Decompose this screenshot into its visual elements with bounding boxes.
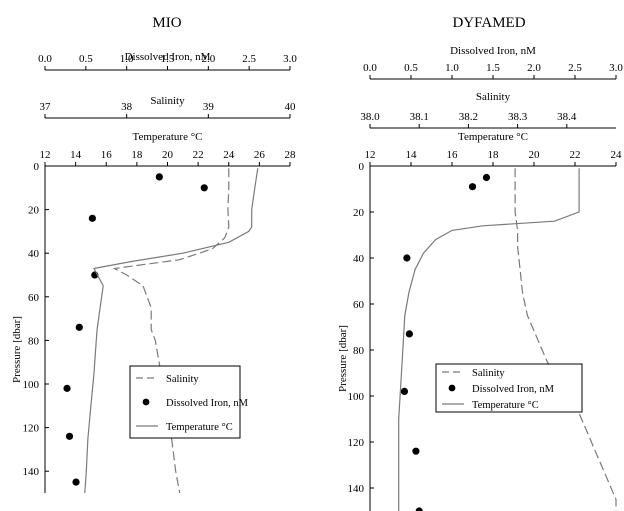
temperature-profile-line — [84, 168, 259, 494]
temperature-tick-label: 26 — [254, 149, 266, 161]
pressure-tick-label: 80 — [28, 335, 40, 347]
iron-data-point — [412, 447, 420, 455]
iron-data-point — [65, 432, 74, 440]
temperature-axis-label: Temperature °C — [133, 131, 203, 143]
temperature-tick-label: 18 — [131, 149, 143, 161]
salinity-profile-line — [514, 168, 617, 511]
iron-data-point — [155, 173, 163, 181]
pressure-tick-label: 60 — [28, 292, 40, 304]
pressure-tick-label: 40 — [353, 253, 365, 265]
chart-title: MIO — [152, 15, 181, 31]
iron-axis-label: Dissolved Iron, nM — [125, 51, 211, 63]
temperature-axis-label: Temperature °C — [458, 131, 528, 143]
temperature-tick-label: 22 — [570, 149, 581, 161]
salinity-tick-label: 38 — [121, 101, 133, 113]
pressure-tick-label: 80 — [353, 345, 365, 357]
iron-axis-label: Dissolved Iron, nM — [450, 45, 536, 57]
salinity-tick-label: 38.1 — [410, 111, 429, 123]
temperature-profile-line — [398, 168, 580, 511]
salinity-tick-label: 40 — [285, 101, 297, 113]
temperature-tick-label: 12 — [40, 149, 51, 161]
iron-data-point — [482, 173, 491, 182]
temperature-tick-label: 24 — [223, 149, 235, 161]
iron-data-point — [200, 184, 208, 192]
temperature-tick-label: 16 — [447, 149, 459, 161]
pressure-axis-label: Pressure [dbar] — [337, 325, 349, 392]
iron-tick-label: 1.0 — [445, 62, 459, 74]
chart-title: DYFAMED — [452, 15, 525, 31]
pressure-tick-label: 20 — [28, 205, 40, 217]
temperature-tick-label: 20 — [529, 149, 541, 161]
pressure-tick-label: 100 — [23, 379, 40, 391]
legend-label: Temperature °C — [166, 422, 233, 433]
legend-marker-iron — [142, 398, 150, 406]
pressure-tick-label: 0 — [359, 161, 365, 173]
temperature-tick-label: 24 — [611, 149, 623, 161]
temperature-tick-label: 14 — [70, 149, 82, 161]
iron-tick-label: 2.0 — [527, 62, 541, 74]
iron-data-point — [400, 387, 409, 395]
legend-label: Salinity — [166, 374, 199, 385]
iron-tick-label: 3.0 — [283, 53, 297, 65]
iron-tick-label: 3.0 — [609, 62, 623, 74]
iron-data-point — [88, 214, 96, 222]
iron-tick-label: 1.0 — [120, 53, 134, 65]
temperature-tick-label: 18 — [488, 149, 500, 161]
legend-label: Temperature °C — [472, 400, 539, 411]
iron-data-point — [403, 254, 411, 262]
salinity-tick-label: 38.4 — [557, 111, 577, 123]
salinity-tick-label: 37 — [40, 101, 52, 113]
legend-label: Salinity — [472, 368, 505, 379]
pressure-tick-label: 40 — [28, 248, 40, 260]
iron-tick-label: 0.5 — [404, 62, 418, 74]
panel-mio: MIO 0.0 0.5 1.0 1.5 2.0 2.5 3.0 Dissolved Iron, … — [11, 15, 297, 494]
pressure-tick-label: 0 — [34, 161, 40, 173]
panel-dyfamed: DYFAMED 0.0 0.5 1.0 1.5 2.0 2.5 3.0 Dissolved Ir… — [337, 15, 623, 511]
salinity-tick-label: 38.0 — [360, 111, 380, 123]
iron-tick-label: 0.0 — [363, 62, 377, 74]
iron-tick-label: 1.5 — [486, 62, 500, 74]
iron-tick-label: 2.0 — [201, 53, 215, 65]
pressure-tick-label: 100 — [348, 391, 365, 403]
salinity-axis-label: Salinity — [150, 95, 185, 107]
pressure-tick-label: 140 — [23, 466, 40, 478]
temperature-tick-label: 28 — [285, 149, 297, 161]
legend-label: Dissolved Iron, nM — [166, 398, 249, 409]
temperature-tick-label: 12 — [365, 149, 376, 161]
temperature-tick-label: 16 — [101, 149, 113, 161]
temperature-tick-label: 14 — [406, 149, 418, 161]
legend-marker-iron — [448, 384, 456, 392]
pressure-axis-label: Pressure [dbar] — [11, 316, 23, 383]
legend-label: Dissolved Iron, nM — [472, 384, 555, 395]
iron-data-point — [405, 330, 413, 338]
temperature-tick-label: 22 — [193, 149, 204, 161]
iron-data-point — [63, 384, 71, 392]
salinity-profile-line — [112, 168, 230, 494]
salinity-tick-label: 38.3 — [508, 111, 528, 123]
pressure-tick-label: 140 — [348, 483, 365, 495]
pressure-tick-label: 120 — [348, 437, 365, 449]
iron-data-point — [415, 507, 423, 511]
salinity-tick-label: 38.2 — [459, 111, 478, 123]
pressure-tick-label: 60 — [353, 299, 365, 311]
iron-data-point — [75, 323, 83, 331]
pressure-tick-label: 120 — [23, 423, 40, 435]
iron-data-point — [72, 478, 80, 486]
pressure-tick-label: 20 — [353, 207, 365, 219]
salinity-axis-label: Salinity — [476, 91, 511, 103]
iron-data-point — [468, 183, 477, 191]
iron-tick-label: 0.5 — [79, 53, 93, 65]
temperature-tick-label: 20 — [162, 149, 174, 161]
iron-tick-label: 0.0 — [38, 53, 52, 65]
iron-tick-label: 1.5 — [161, 53, 175, 65]
iron-tick-label: 2.5 — [568, 62, 582, 74]
salinity-tick-label: 39 — [203, 101, 215, 113]
iron-tick-label: 2.5 — [242, 53, 256, 65]
